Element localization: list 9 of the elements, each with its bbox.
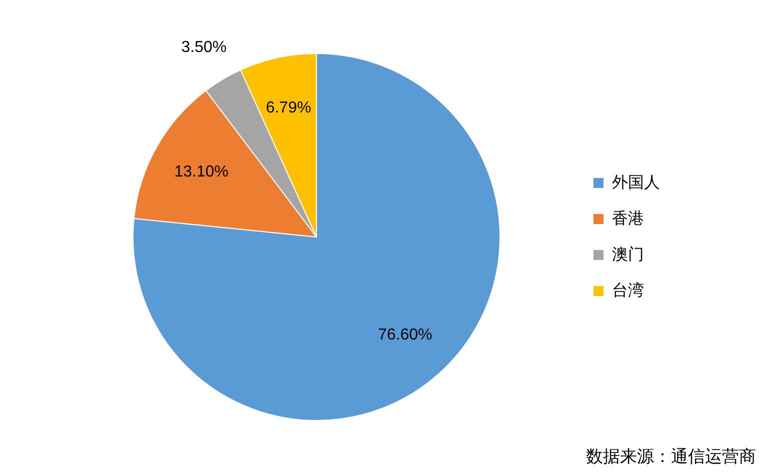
legend-label: 澳门 [612,245,644,264]
legend-label: 外国人 [612,174,660,192]
source-note: 数据来源：通信运营商 [586,446,756,468]
legend-label: 香港 [612,209,644,228]
data-label: 13.10% [174,164,228,181]
data-label: 6.79% [266,99,312,116]
data-label: 76.60% [378,326,432,344]
legend-label: 台湾 [612,281,644,300]
data-label: 3.50% [181,39,227,56]
